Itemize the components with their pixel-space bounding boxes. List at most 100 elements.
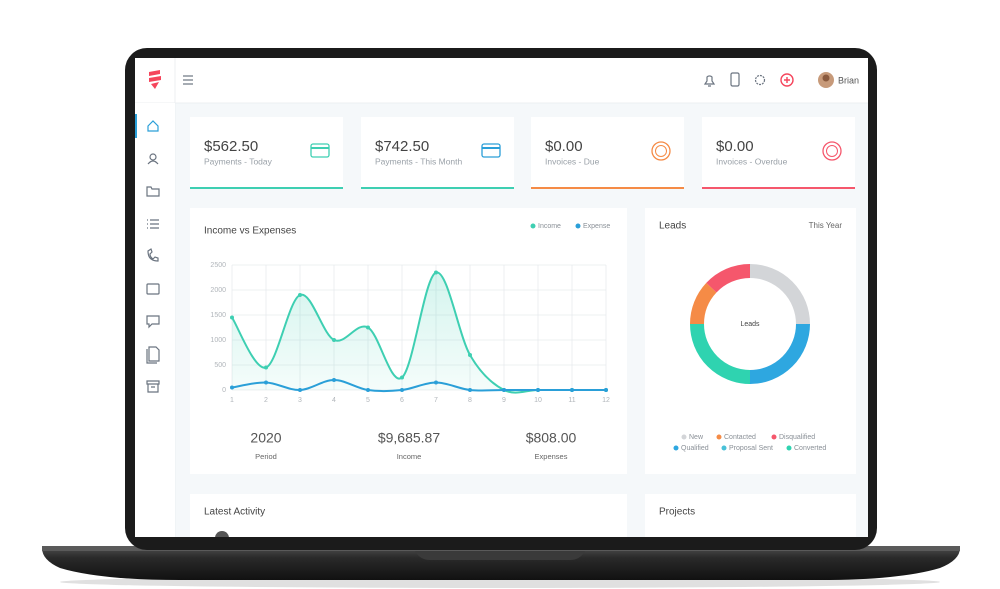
summary-label: Period [255,452,277,461]
y-tick-label: 0 [222,387,226,394]
sidebar [135,103,175,537]
settings-icon[interactable] [754,74,766,86]
legend-marker [716,434,722,440]
data-point [570,388,574,392]
card-accent [702,187,855,189]
menu-toggle[interactable] [183,75,193,85]
legend-label: Income [538,223,561,230]
data-point [604,388,608,392]
x-tick-label: 2 [264,397,268,404]
y-tick-label: 1000 [210,337,226,344]
summary-value: 2020 [250,430,281,446]
x-tick-label: 4 [332,397,336,404]
leads-panel [645,208,856,474]
legend-label: Converted [794,445,826,452]
data-point [468,388,472,392]
legend-marker [575,223,581,229]
card-accent [190,187,343,189]
donut-segment [690,323,751,384]
card-value: $0.00 [545,138,583,155]
legend-label: Contacted [724,434,756,441]
nav-contacts-body [147,160,159,165]
legend-marker [786,445,792,451]
base-notch [415,551,585,560]
data-point [230,315,234,320]
stat-card [361,117,514,189]
activity-panel [190,494,627,537]
card-label: Payments - Today [204,156,273,166]
add-plus [784,77,790,83]
mobile-icon[interactable] [730,72,740,87]
notifications-icon[interactable] [703,75,716,87]
donut-segment [690,282,717,325]
nav-wallet[interactable] [146,283,160,295]
stat-card [190,117,343,189]
series-line [231,378,606,393]
active-indicator [135,114,137,138]
legend-marker [771,434,777,440]
data-point [434,270,438,275]
y-tick-label: 2500 [210,262,226,269]
data-point [400,388,404,392]
top-bar [135,58,868,103]
chart-subtitle[interactable]: This Year [809,221,843,230]
nav-calls[interactable] [147,248,159,262]
nav-list[interactable] [147,219,159,229]
panel-title: Projects [659,507,695,518]
x-tick-label: 1 [230,397,234,404]
card-label: Invoices - Overdue [716,156,788,166]
nav-chat[interactable] [146,315,160,329]
logo[interactable] [149,70,161,89]
projects-panel [645,494,856,537]
data-point [502,388,506,392]
x-tick-label: 8 [468,397,472,404]
chart-title: Leads [659,221,686,232]
legend-label: Qualified [681,445,709,452]
nav-archive[interactable] [146,380,160,393]
data-point [298,293,302,297]
data-point [400,375,404,380]
data-point [366,325,370,330]
donut-segment [749,323,810,384]
nav-docs[interactable] [146,346,160,364]
income-area [232,272,606,393]
avatar-face [822,74,830,82]
x-tick-label: 5 [366,397,370,404]
donut-segment [749,264,810,325]
data-point [366,388,370,392]
donut-segment [706,264,751,293]
data-point [230,385,234,390]
data-point [298,388,302,392]
summary-label: Expenses [535,452,568,461]
x-tick-label: 7 [434,397,438,404]
add-icon[interactable] [780,73,794,87]
summary-value: $808.00 [526,430,577,446]
card-icon [822,141,842,161]
y-tick-label: 1500 [210,312,226,319]
legend-label: Disqualified [779,434,815,441]
summary-label: Income [397,452,422,461]
card-accent [361,187,514,189]
nav-home[interactable] [147,120,159,132]
nav-files[interactable] [146,186,160,197]
data-point [332,338,336,342]
nav-icons [146,153,160,393]
panel-title: Latest Activity [204,507,265,518]
user-name[interactable]: Brian [838,75,859,85]
legend-marker [721,445,727,451]
stat-card [531,117,684,189]
card-icon-inner [826,145,838,157]
y-tick-label: 2000 [210,287,226,294]
data-point [332,378,336,382]
nav-contacts[interactable] [149,153,157,161]
card-icon [310,143,330,158]
logo-shape [149,70,161,89]
data-point [264,365,268,370]
activity-avatar [215,531,229,537]
data-point [468,353,472,357]
y-tick-label: 500 [214,362,226,369]
x-tick-label: 9 [502,397,506,404]
x-tick-label: 11 [568,397,575,404]
